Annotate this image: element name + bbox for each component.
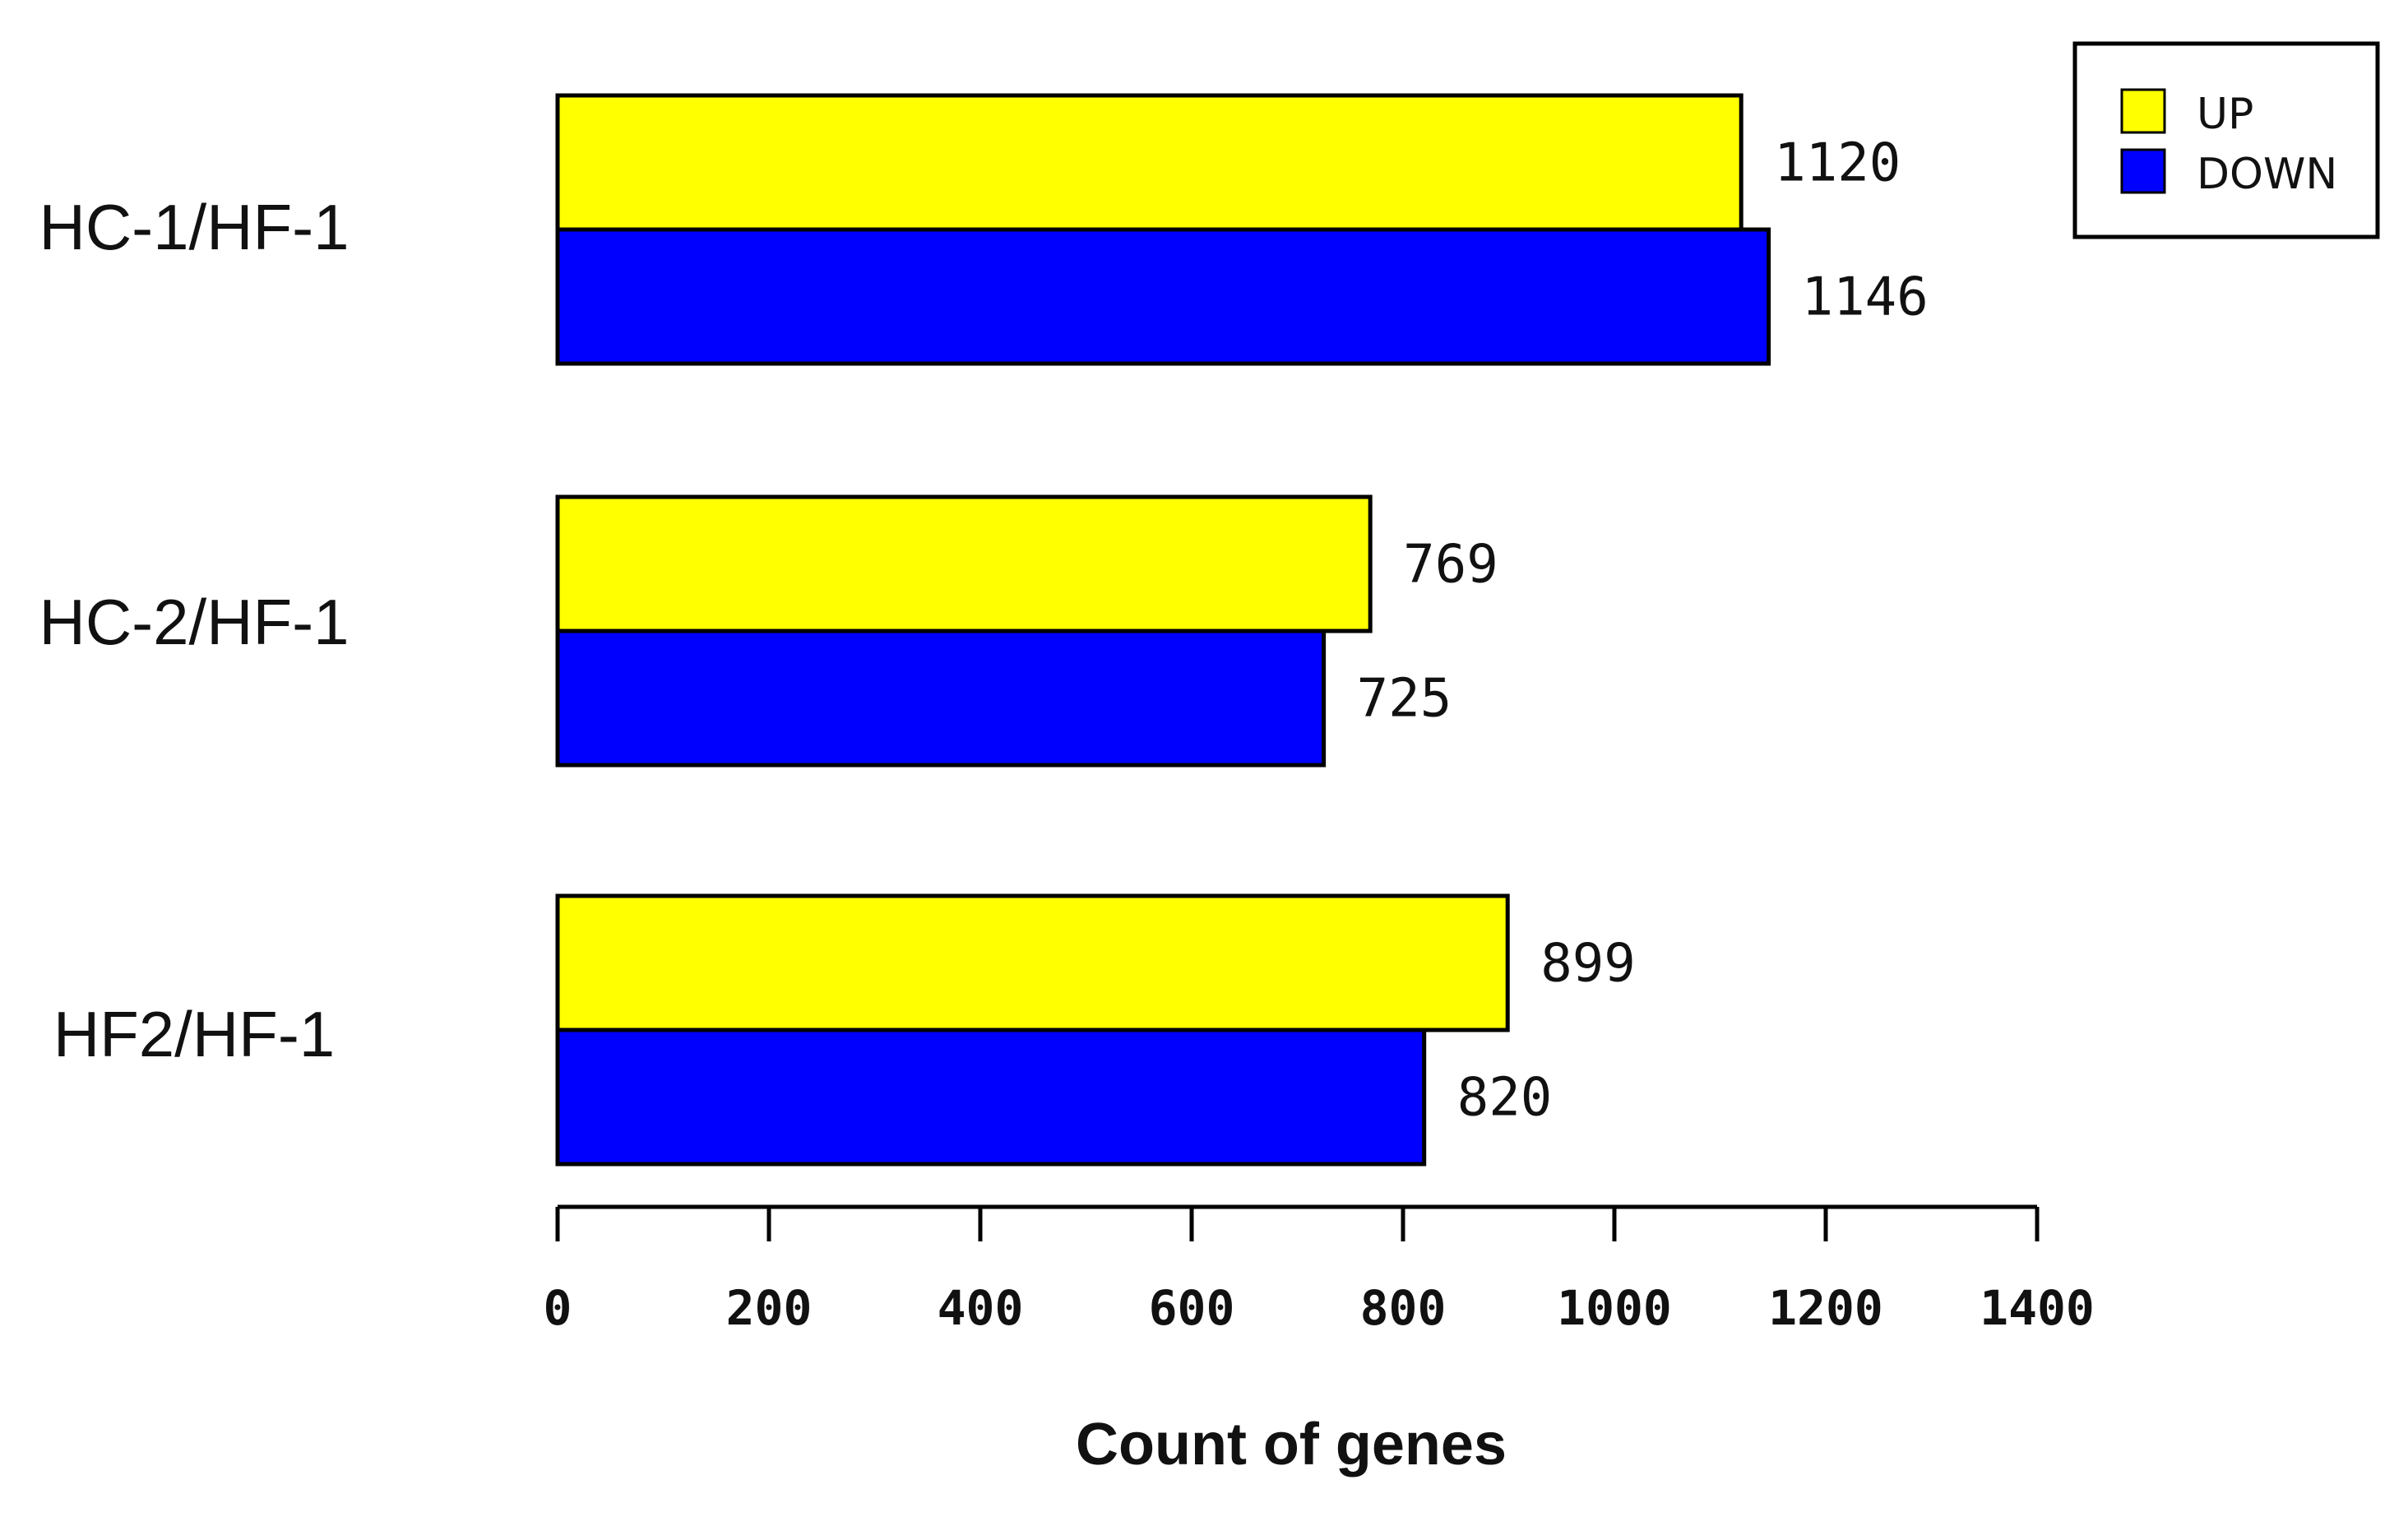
category-label: HC-2/HF-1 <box>39 586 349 658</box>
x-tick-label: 1400 <box>1980 1280 2095 1336</box>
labels-layer: HC-1/HF-1 1120 1146 HC-2/HF-1 769 725 HF2/HF-1… <box>39 133 1928 1129</box>
x-tick-label: 0 <box>544 1280 572 1336</box>
category-label: HF2/HF-1 <box>53 998 335 1070</box>
x-axis-title: Count of genes <box>1076 1412 1507 1478</box>
data-label: 820 <box>1457 1068 1553 1129</box>
data-label: 1120 <box>1774 133 1901 194</box>
data-label: 1146 <box>1802 267 1929 328</box>
legend: UP DOWN <box>2072 41 2380 239</box>
bar-up <box>555 893 1510 1032</box>
bar-down <box>555 629 1327 768</box>
x-tick-label: 1000 <box>1557 1280 1672 1336</box>
bars-layer <box>555 93 1771 1167</box>
x-tick-label: 600 <box>1149 1280 1235 1336</box>
legend-frame <box>2072 41 2380 239</box>
legend-swatch-up <box>2120 88 2166 134</box>
data-label: 899 <box>1540 934 1636 995</box>
x-tick-label: 200 <box>726 1280 813 1336</box>
data-label: 769 <box>1403 535 1498 596</box>
bar-up <box>555 93 1743 232</box>
x-axis: 0 200 400 600 800 1000 1200 1400 <box>544 1204 2095 1336</box>
category-label: HC-1/HF-1 <box>39 191 349 263</box>
data-label: 725 <box>1357 669 1452 730</box>
bar-down <box>555 1028 1427 1167</box>
x-tick-label: 1200 <box>1768 1280 1883 1336</box>
legend-swatch-down <box>2120 148 2166 194</box>
legend-label-down: DOWN <box>2197 150 2337 199</box>
x-tick-label: 400 <box>938 1280 1024 1336</box>
bar-up <box>555 494 1373 633</box>
legend-label-up: UP <box>2197 90 2253 139</box>
bar-down <box>555 227 1771 366</box>
x-tick-label: 800 <box>1360 1280 1447 1336</box>
